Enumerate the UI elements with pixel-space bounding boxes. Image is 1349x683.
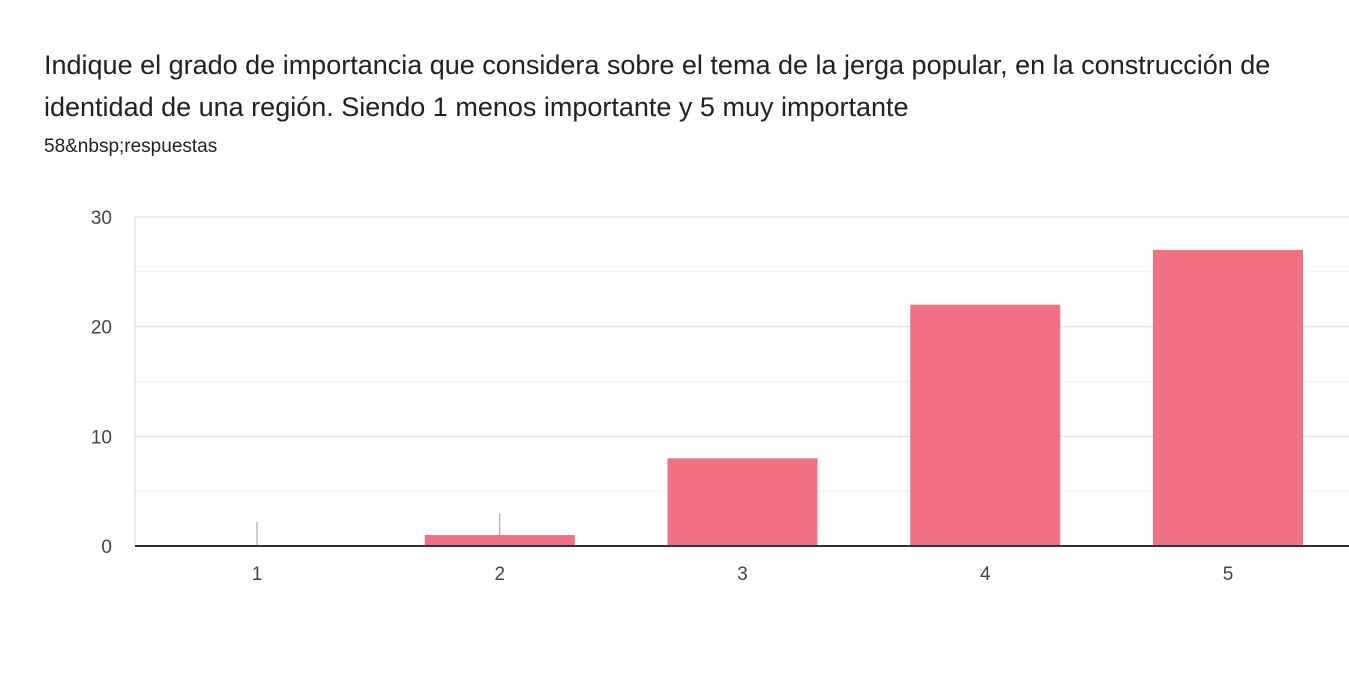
bar bbox=[667, 458, 818, 546]
bar-chart: 0 10 20 30 1 2 3 4 5 bbox=[91, 208, 1349, 585]
x-tick-label: 4 bbox=[980, 564, 991, 585]
x-tick-label: 1 bbox=[252, 564, 263, 585]
y-tick-label: 20 bbox=[91, 318, 112, 339]
question-title: Indique el grado de importancia que cons… bbox=[44, 50, 1271, 122]
response-count: 58&nbsp;respuestas bbox=[44, 136, 218, 157]
x-tick-label: 2 bbox=[494, 564, 505, 585]
bar bbox=[910, 304, 1061, 546]
x-tick-label: 5 bbox=[1223, 564, 1234, 585]
x-tick-label: 3 bbox=[737, 564, 748, 585]
y-tick-label: 0 bbox=[101, 537, 112, 558]
y-tick-label: 30 bbox=[91, 208, 112, 229]
bar bbox=[1153, 249, 1303, 546]
bar bbox=[424, 535, 575, 546]
y-tick-label: 10 bbox=[91, 427, 112, 448]
